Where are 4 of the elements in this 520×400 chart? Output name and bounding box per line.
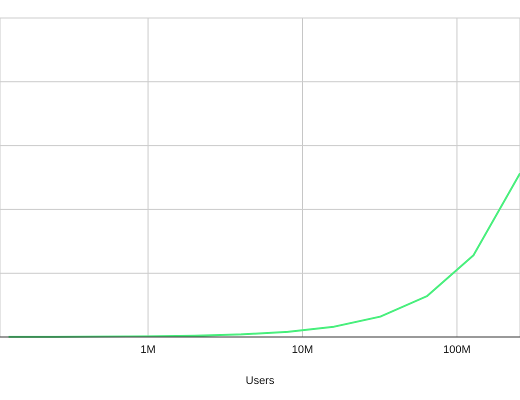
x-tick-label: 10M	[292, 344, 314, 356]
x-tick-label: 1M	[140, 344, 156, 356]
x-tick-label: 100M	[443, 344, 471, 356]
x-axis-title: Users	[246, 375, 275, 387]
